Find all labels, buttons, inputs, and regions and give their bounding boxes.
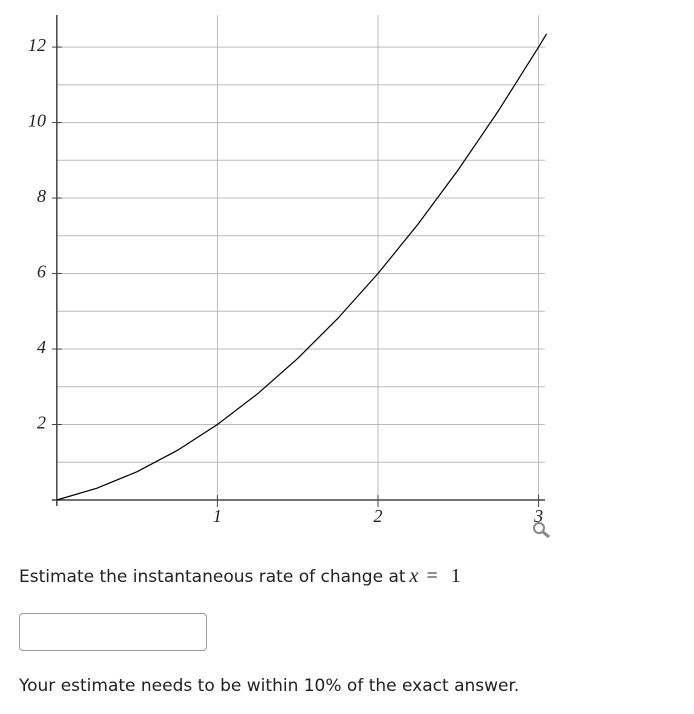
y-tick-label: 2 (37, 413, 46, 433)
note: Your estimate needs to be within 10% of … (19, 676, 520, 696)
y-tick-label: 12 (28, 35, 46, 55)
curve (56, 33, 548, 501)
y-tick-label: 6 (37, 262, 46, 282)
x-tick-label: 3 (533, 506, 543, 526)
x-tick-label: 2 (373, 506, 382, 526)
math-variable: x (409, 565, 419, 587)
y-tick-label: 4 (37, 337, 46, 357)
answer-input[interactable] (19, 613, 207, 651)
question: Estimate the instantaneous rate of chang… (19, 565, 461, 588)
x-tick-label: 1 (213, 506, 222, 526)
y-tick-label: 10 (28, 111, 46, 131)
y-tick-label: 8 (37, 186, 46, 206)
zoom-icon[interactable] (533, 522, 550, 539)
prompt: Estimate the instantaneous rate of chang… (19, 567, 406, 587)
math-rest: = 1 (426, 565, 461, 587)
